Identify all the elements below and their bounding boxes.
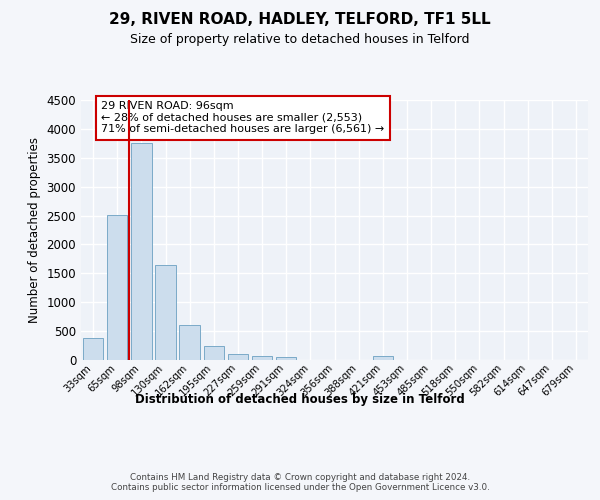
Bar xyxy=(179,326,200,360)
Text: Contains HM Land Registry data © Crown copyright and database right 2024.
Contai: Contains HM Land Registry data © Crown c… xyxy=(110,472,490,492)
Bar xyxy=(107,215,127,360)
Text: 29 RIVEN ROAD: 96sqm
← 28% of detached houses are smaller (2,553)
71% of semi-de: 29 RIVEN ROAD: 96sqm ← 28% of detached h… xyxy=(101,102,385,134)
Text: Size of property relative to detached houses in Telford: Size of property relative to detached ho… xyxy=(130,32,470,46)
Text: Distribution of detached houses by size in Telford: Distribution of detached houses by size … xyxy=(135,392,465,406)
Y-axis label: Number of detached properties: Number of detached properties xyxy=(28,137,41,323)
Bar xyxy=(227,354,248,360)
Bar xyxy=(131,144,152,360)
Bar xyxy=(155,265,176,360)
Bar xyxy=(276,357,296,360)
Bar xyxy=(83,338,103,360)
Bar xyxy=(373,356,393,360)
Bar xyxy=(252,356,272,360)
Bar xyxy=(203,346,224,360)
Text: 29, RIVEN ROAD, HADLEY, TELFORD, TF1 5LL: 29, RIVEN ROAD, HADLEY, TELFORD, TF1 5LL xyxy=(109,12,491,28)
